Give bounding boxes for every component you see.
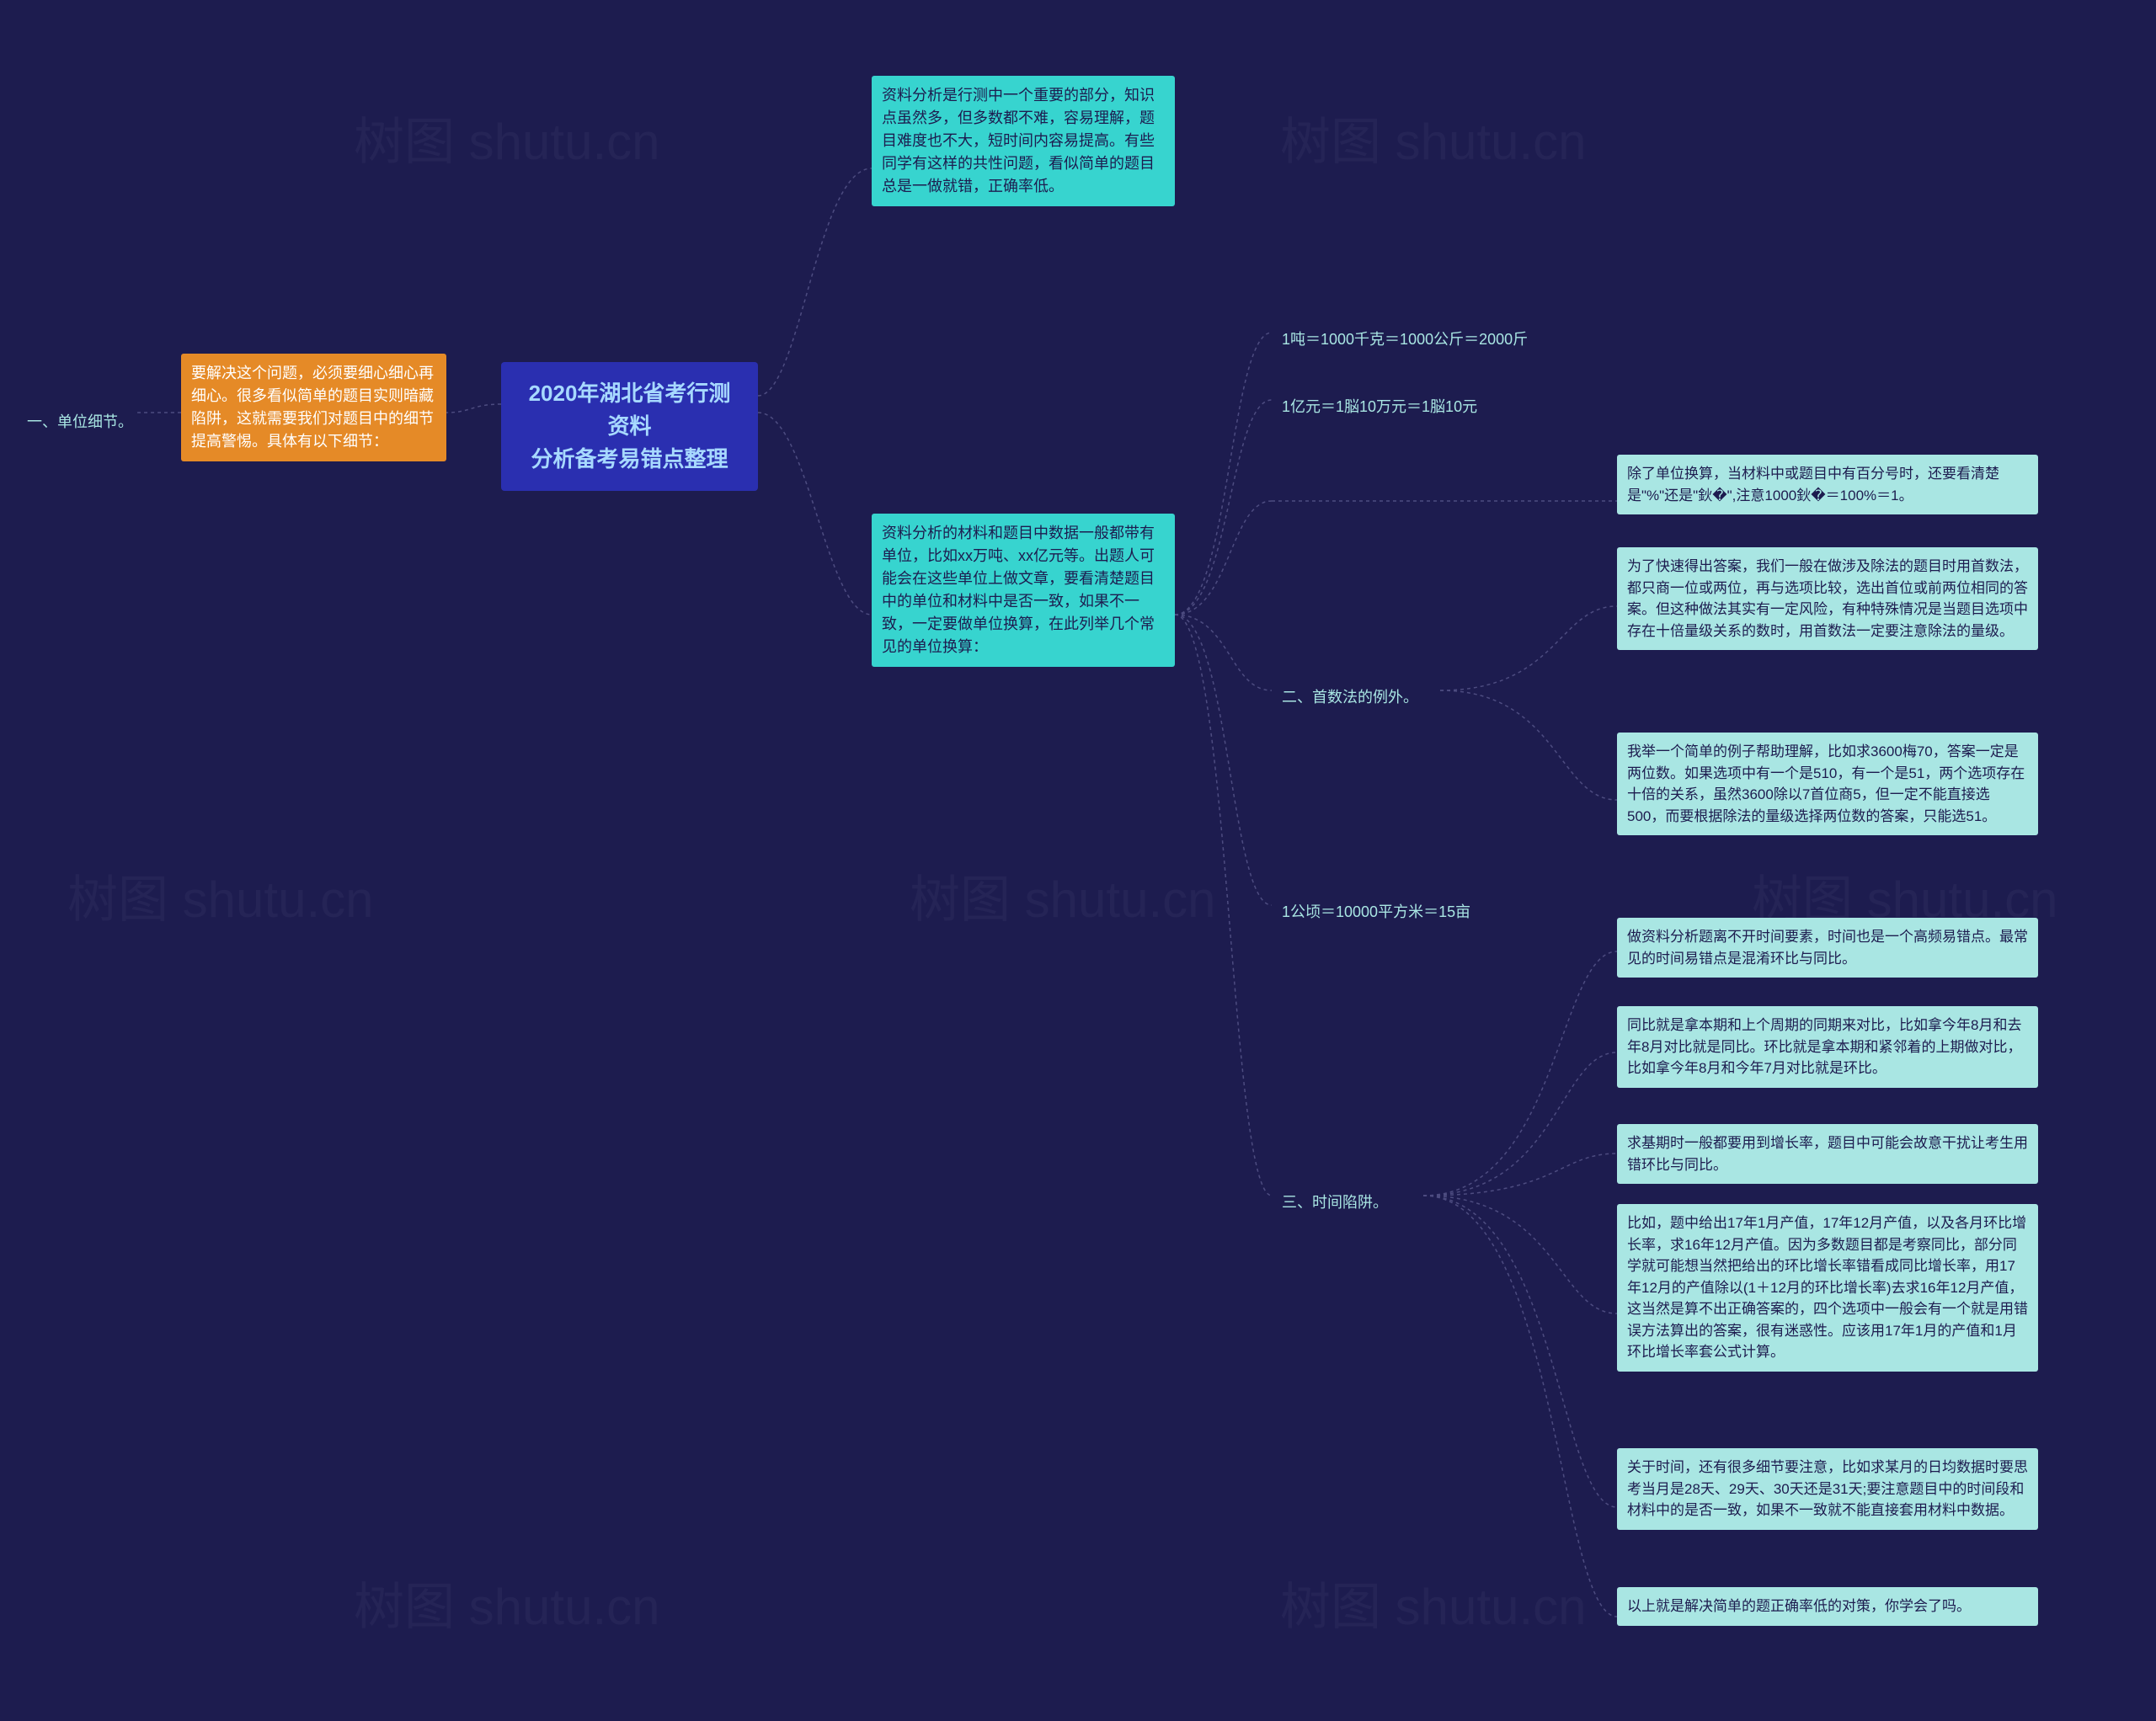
r2-c4-2-text: 我举一个简单的例子帮助理解，比如求3600梅70，答案一定是两位数。如果选项中有… (1627, 743, 2025, 824)
r2-c6-6-text: 以上就是解决简单的题正确率低的对策，你学会了吗。 (1627, 1598, 1971, 1614)
right-box-2[interactable]: 资料分析的材料和题目中数据一般都带有单位，比如xx万吨、xx亿元等。出题人可能会… (872, 514, 1175, 667)
left-label-1-text: 一、单位细节。 (27, 413, 133, 430)
r2-c3-box[interactable]: 除了单位换算，当材料中或题目中有百分号时，还要看清楚是"%"还是"鈥�",注意1… (1617, 455, 2038, 514)
r2-c6-2-box[interactable]: 同比就是拿本期和上个周期的同期来对比，比如拿今年8月和去年8月对比就是同比。环比… (1617, 1006, 2038, 1088)
watermark: 树图 shutu.cn (354, 1566, 660, 1639)
r2-c4-1-text: 为了快速得出答案，我们一般在做涉及除法的题目时用首数法，都只商一位或两位，再与选… (1627, 558, 2028, 639)
root-text: 2020年湖北省考行测资料 分析备考易错点整理 (518, 377, 741, 476)
r2-c4-2-box[interactable]: 我举一个简单的例子帮助理解，比如求3600梅70，答案一定是两位数。如果选项中有… (1617, 733, 2038, 835)
r2-c5[interactable]: 1公顷＝10000平方米＝15亩 (1272, 892, 1558, 932)
right-box-1[interactable]: 资料分析是行测中一个重要的部分，知识点虽然多，但多数都不难，容易理解，题目难度也… (872, 76, 1175, 206)
r2-c4-label-text: 二、首数法的例外。 (1282, 689, 1418, 706)
r2-c6-3-text: 求基期时一般都要用到增长率，题目中可能会故意干扰让考生用错环比与同比。 (1627, 1135, 2028, 1173)
r2-c5-text: 1公顷＝10000平方米＝15亩 (1282, 903, 1470, 920)
r2-c1-text: 1吨＝1000千克＝1000公斤＝2000斤 (1282, 331, 1528, 348)
watermark: 树图 shutu.cn (910, 859, 1216, 932)
right-box-1-text: 资料分析是行测中一个重要的部分，知识点虽然多，但多数都不难，容易理解，题目难度也… (882, 87, 1155, 194)
watermark: 树图 shutu.cn (1280, 101, 1587, 174)
r2-c6-label[interactable]: 三、时间陷阱。 (1272, 1183, 1440, 1223)
left-orange-box[interactable]: 要解决这个问题，必须要细心细心再细心。很多看似简单的题目实则暗藏陷阱，这就需要我… (181, 354, 446, 461)
r2-c6-4-box[interactable]: 比如，题中给出17年1月产值，17年12月产值，以及各月环比增长率，求16年12… (1617, 1204, 2038, 1372)
r2-c6-4-text: 比如，题中给出17年1月产值，17年12月产值，以及各月环比增长率，求16年12… (1627, 1215, 2028, 1360)
r2-c4-label[interactable]: 二、首数法的例外。 (1272, 678, 1457, 717)
r2-c6-5-text: 关于时间，还有很多细节要注意，比如求某月的日均数据时要思考当月是28天、29天、… (1627, 1459, 2028, 1518)
r2-c6-6-box[interactable]: 以上就是解决简单的题正确率低的对策，你学会了吗。 (1617, 1587, 2038, 1626)
r2-c1[interactable]: 1吨＝1000千克＝1000公斤＝2000斤 (1272, 320, 1625, 360)
r2-c2-text: 1亿元＝1脳10万元＝1脳10元 (1282, 398, 1477, 415)
right-box-2-text: 资料分析的材料和题目中数据一般都带有单位，比如xx万吨、xx亿元等。出题人可能会… (882, 525, 1155, 655)
r2-c4-1-box[interactable]: 为了快速得出答案，我们一般在做涉及除法的题目时用首数法，都只商一位或两位，再与选… (1617, 547, 2038, 650)
left-orange-text: 要解决这个问题，必须要细心细心再细心。很多看似简单的题目实则暗藏陷阱，这就需要我… (191, 365, 434, 450)
watermark: 树图 shutu.cn (1280, 1566, 1587, 1639)
left-label-1[interactable]: 一、单位细节。 (17, 402, 143, 442)
watermark: 树图 shutu.cn (67, 859, 374, 932)
watermark: 树图 shutu.cn (354, 101, 660, 174)
r2-c2[interactable]: 1亿元＝1脳10万元＝1脳10元 (1272, 387, 1592, 427)
r2-c6-label-text: 三、时间陷阱。 (1282, 1194, 1388, 1211)
r2-c6-5-box[interactable]: 关于时间，还有很多细节要注意，比如求某月的日均数据时要思考当月是28天、29天、… (1617, 1448, 2038, 1530)
r2-c6-1-text: 做资料分析题离不开时间要素，时间也是一个高频易错点。最常见的时间易错点是混淆环比… (1627, 929, 2028, 967)
r2-c3-text: 除了单位换算，当材料中或题目中有百分号时，还要看清楚是"%"还是"鈥�",注意1… (1627, 466, 1999, 504)
r2-c6-2-text: 同比就是拿本期和上个周期的同期来对比，比如拿今年8月和去年8月对比就是同比。环比… (1627, 1017, 2021, 1076)
r2-c6-1-box[interactable]: 做资料分析题离不开时间要素，时间也是一个高频易错点。最常见的时间易错点是混淆环比… (1617, 918, 2038, 978)
root-node[interactable]: 2020年湖北省考行测资料 分析备考易错点整理 (501, 362, 758, 491)
r2-c6-3-box[interactable]: 求基期时一般都要用到增长率，题目中可能会故意干扰让考生用错环比与同比。 (1617, 1124, 2038, 1184)
